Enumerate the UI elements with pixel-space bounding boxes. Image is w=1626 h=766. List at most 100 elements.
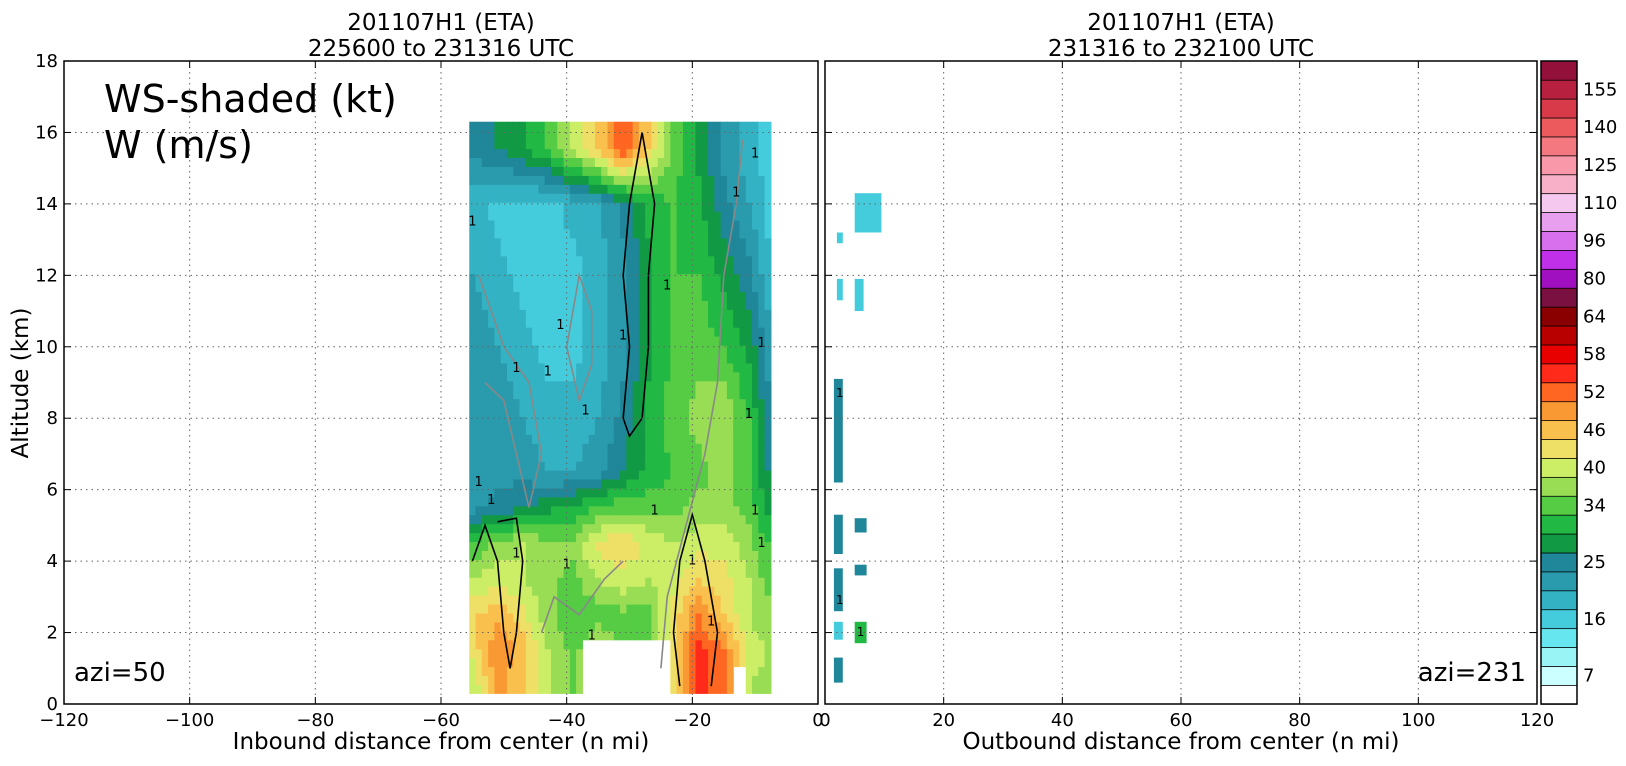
- ws-cell: [607, 434, 615, 444]
- ws-cell: [752, 318, 759, 328]
- ws-cell: [557, 228, 565, 239]
- ws-cell: [764, 416, 772, 426]
- ws-cell: [601, 336, 609, 346]
- ws-cell: [752, 237, 759, 248]
- ws-cell: [764, 398, 772, 409]
- ws-cell: [670, 344, 678, 355]
- ws-cell: [676, 327, 684, 337]
- y-tick-label: 12: [35, 265, 58, 286]
- ws-cell: [475, 407, 483, 418]
- ws-cell: [481, 255, 489, 266]
- ws-cell: [733, 595, 741, 605]
- ws-cell: [613, 416, 621, 426]
- ws-cell: [626, 282, 634, 293]
- ws-cell: [601, 577, 609, 587]
- ws-cell: [613, 353, 621, 364]
- ws-patch: [833, 657, 843, 683]
- ws-cell: [532, 505, 539, 516]
- ws-cell: [701, 461, 709, 471]
- ws-cell: [689, 603, 697, 614]
- ws-cell: [525, 514, 533, 525]
- ws-cell: [594, 130, 602, 141]
- ws-cell: [682, 443, 690, 453]
- ws-cell: [632, 353, 640, 364]
- ws-cell: [544, 139, 552, 150]
- ws-cell: [563, 318, 571, 328]
- ws-cell: [601, 130, 609, 141]
- ws-cell: [494, 648, 502, 659]
- ws-cell: [664, 139, 671, 150]
- ws-cell: [513, 523, 521, 534]
- ws-cell: [494, 452, 502, 462]
- ws-cell: [682, 273, 690, 284]
- ws-cell: [632, 291, 640, 301]
- ws-cell: [557, 630, 565, 641]
- ws-cell: [638, 273, 646, 284]
- ws-cell: [569, 478, 577, 489]
- ws-cell: [752, 434, 759, 444]
- ws-patch: [836, 278, 843, 301]
- ws-cell: [745, 362, 753, 373]
- ws-cell: [519, 139, 527, 150]
- ws-cell: [513, 666, 521, 677]
- ws-cell: [670, 219, 678, 230]
- w-contour-positive: [471, 517, 524, 669]
- ws-cell: [500, 461, 508, 471]
- ws-cell: [550, 657, 558, 668]
- ws-cell: [594, 621, 602, 632]
- ws-cell: [714, 157, 722, 167]
- ws-cell: [594, 416, 602, 426]
- ws-cell: [494, 514, 502, 525]
- ws-cell: [506, 595, 514, 605]
- ws-cell: [519, 461, 527, 471]
- ws-cell: [519, 255, 527, 266]
- ws-cell: [752, 630, 759, 641]
- ws-cell: [752, 684, 759, 694]
- ws-cell: [701, 434, 709, 444]
- ws-cell: [538, 389, 546, 400]
- ws-cell: [532, 434, 539, 444]
- colorbar-segment: [1540, 476, 1578, 497]
- ws-cell: [708, 461, 715, 471]
- ws-cell: [632, 470, 640, 480]
- ws-cell: [739, 461, 747, 471]
- ws-cell: [752, 541, 759, 551]
- ws-cell: [708, 666, 715, 677]
- ws-cell: [739, 398, 747, 409]
- ws-cell: [620, 496, 627, 507]
- ws-cell: [714, 514, 722, 525]
- ws-cell: [764, 148, 772, 159]
- ws-cell: [569, 496, 577, 507]
- ws-cell: [550, 362, 558, 373]
- ws-cell: [582, 255, 590, 266]
- ws-cell: [708, 505, 715, 516]
- ws-cell: [494, 184, 502, 194]
- ws-cell: [576, 327, 583, 337]
- ws-cell: [733, 336, 741, 346]
- ws-cell: [488, 211, 496, 221]
- ws-cell: [594, 139, 602, 150]
- ws-cell: [538, 398, 546, 409]
- ws-cell: [752, 371, 759, 382]
- left-y-axis-label: Altitude (km): [8, 308, 34, 459]
- ws-cell: [645, 255, 653, 266]
- ws-cell: [651, 282, 659, 293]
- ws-cell: [513, 148, 521, 159]
- ws-cell: [708, 612, 715, 623]
- ws-cell: [582, 193, 590, 203]
- ws-cell: [544, 193, 552, 203]
- ws-cell: [513, 228, 521, 239]
- ws-cell: [670, 603, 678, 614]
- colorbar-tick-label: 58: [1583, 344, 1606, 365]
- ws-cell: [557, 309, 565, 319]
- ws-cell: [726, 318, 734, 328]
- ws-cell: [607, 577, 615, 587]
- ws-cell: [582, 327, 590, 337]
- ws-cell: [582, 282, 590, 293]
- ws-cell: [601, 568, 609, 578]
- ws-cell: [513, 550, 521, 560]
- ws-cell: [513, 380, 521, 391]
- ws-cell: [469, 434, 477, 444]
- ws-cell: [488, 175, 496, 185]
- ws-cell: [594, 550, 602, 560]
